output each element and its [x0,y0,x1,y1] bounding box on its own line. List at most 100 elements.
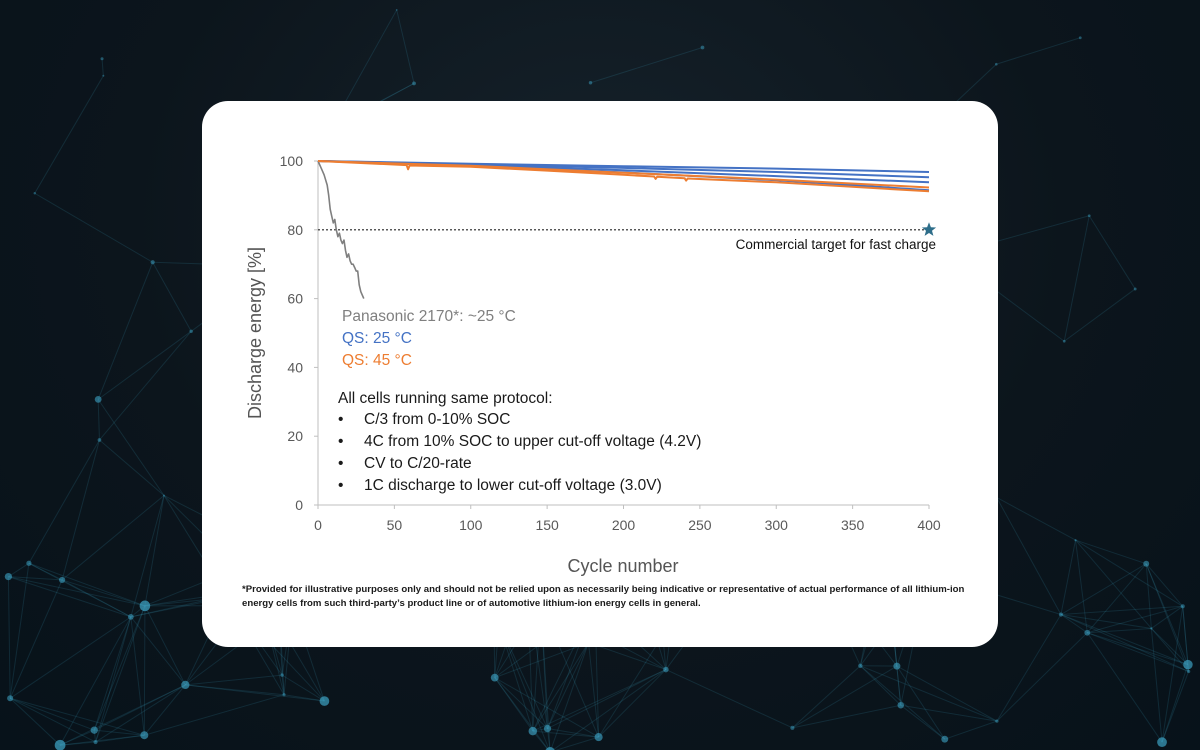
network-node [100,57,104,61]
network-link [28,562,132,618]
network-link [1087,627,1152,634]
network-node [995,719,999,723]
y-axis-ticks: 0 20 40 60 80 100 [280,153,318,513]
network-node [700,45,705,50]
network-node [93,739,98,745]
network-link [1145,563,1190,672]
network-link [97,399,100,441]
network-link [60,741,96,746]
legend-panasonic: Panasonic 2170*: ~25 °C [342,308,516,325]
network-link [95,605,146,743]
network-node [897,701,905,709]
network-link [547,642,589,729]
x-tick-label: 400 [917,517,941,533]
protocol-notes: All cells running same protocol: • C/3 f… [338,390,701,494]
network-link [1161,606,1184,743]
network-link [996,497,1062,615]
network-link [93,616,132,731]
network-link [1086,632,1163,743]
network-link [996,614,1062,722]
network-link [1060,539,1076,615]
network-node [140,731,149,740]
network-link [7,576,11,699]
network-node [1078,36,1082,40]
network-node [280,673,284,677]
network-link [8,576,63,581]
network-link [97,262,154,400]
network-node [54,739,66,750]
network-link [1161,664,1189,743]
network-link [9,579,63,699]
network-node [412,81,416,86]
commercial-target-line: Commercial target for fast charge [318,222,937,252]
series-line-qs45 [317,160,930,189]
network-link [281,675,285,695]
network-node [395,9,398,11]
network-link [1060,614,1189,672]
x-tick-label: 100 [459,517,483,533]
network-link [143,605,146,736]
network-link [1075,539,1152,629]
network-link [532,642,589,732]
chart-legend: Panasonic 2170*: ~25 °C QS: 25 °C QS: 45… [342,308,516,369]
protocol-bullet: • [338,477,343,494]
network-node [1157,737,1167,748]
network-link [1060,614,1189,666]
network-link [130,616,186,686]
network-link [59,684,186,746]
network-link [97,330,192,400]
x-tick-label: 350 [841,517,865,533]
network-node [790,725,795,730]
network-node [90,726,98,734]
network-node [1183,659,1193,670]
network-link [59,616,132,746]
network-link [1086,563,1147,634]
network-link [860,665,902,706]
network-link [860,665,998,722]
network-link [281,674,325,702]
network-node [490,673,499,682]
network-link [97,399,165,496]
network-link [1060,614,1152,629]
network-link [588,642,667,671]
network-node [1062,339,1066,343]
network-node [1058,612,1064,617]
network-link [1087,605,1183,634]
network-link [792,665,861,729]
network-link [1063,215,1090,342]
network-link [283,694,325,702]
network-node [528,726,538,736]
y-tick-label: 100 [280,153,304,169]
network-link [9,697,61,746]
series-line-qs45 [317,160,930,193]
network-link [1075,539,1147,565]
network-node [33,192,36,195]
network-node [1186,669,1191,674]
network-link [1075,539,1184,607]
network-node [1143,560,1150,567]
network-node [663,666,669,673]
network-link [532,730,599,738]
network-link [95,616,132,743]
network-link [494,642,589,679]
protocol-item: 4C from 10% SOC to upper cut-off voltage… [364,433,701,450]
network-node [994,62,998,66]
network-node [189,329,193,334]
network-node [139,600,151,612]
network-link [860,665,946,740]
network-link [99,330,192,441]
network-link [996,497,1076,541]
network-node [4,572,13,581]
network-link [396,9,415,84]
network-link [1145,563,1189,665]
network-link [532,669,667,732]
series-line-panasonic [317,160,365,299]
network-link [8,562,30,578]
network-link [9,697,96,743]
y-tick-label: 20 [287,428,303,444]
network-link [896,665,998,722]
network-node [1150,627,1153,630]
network-link [598,669,667,738]
network-link [28,562,63,581]
network-link [99,439,165,496]
